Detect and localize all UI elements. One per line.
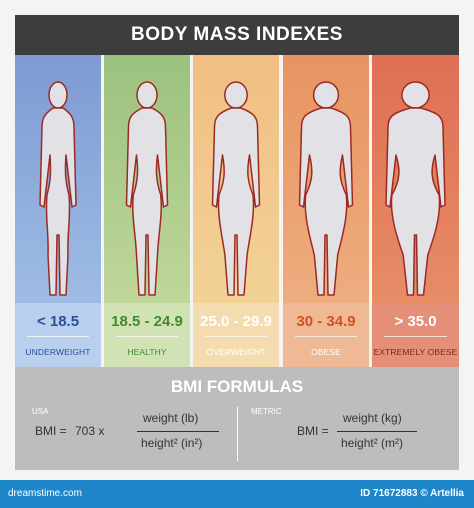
formulas-title: BMI FORMULAS — [170, 377, 304, 396]
page-title: BODY MASS INDEXES — [15, 15, 459, 55]
category-label: HEALTHY — [127, 347, 167, 357]
figure-head — [136, 81, 158, 109]
footer-site: dreamstime.com — [8, 488, 82, 499]
formula-divider — [237, 407, 238, 461]
bmi-formulas-panel: BMI FORMULAS USA METRIC BMI = 703 x weig… — [15, 367, 459, 470]
footer-bar: dreamstime.com ID 71672883 © Artellia — [0, 480, 474, 508]
category-label: UNDERWEIGHT — [25, 347, 91, 357]
category-label: OBESE — [311, 347, 341, 357]
category-band — [372, 303, 459, 367]
bmi-range: 25.0 - 29.9 — [200, 313, 272, 330]
category-obese: 30 - 34.9 OBESE — [283, 55, 369, 367]
category-label: EXTREMELY OBESE — [373, 347, 458, 357]
figure-head — [48, 81, 68, 109]
figure-head — [401, 81, 430, 109]
figure-body — [39, 107, 77, 296]
bmi-range: 30 - 34.9 — [296, 313, 356, 330]
usa-bmi-text: BMI = — [35, 424, 67, 438]
body-figure-icon — [385, 81, 446, 296]
bmi-range: < 18.5 — [36, 313, 80, 330]
usa-label: USA — [32, 407, 49, 416]
category-underweight: < 18.5 UNDERWEIGHT — [15, 55, 101, 367]
metric-denominator: height² (m²) — [341, 436, 404, 450]
category-label: OVERWEIGHT — [206, 347, 266, 357]
category-healthy: 18.5 - 24.9 HEALTHY — [104, 55, 190, 367]
figure-body — [298, 107, 354, 296]
body-figure-icon — [211, 81, 261, 296]
category-band — [104, 303, 190, 367]
metric-label: METRIC — [251, 407, 282, 416]
figure-head — [312, 81, 340, 109]
divider — [116, 336, 178, 337]
figure-body — [385, 107, 446, 296]
divider — [295, 336, 357, 337]
figure-body — [125, 107, 169, 296]
divider — [384, 336, 447, 337]
usa-fraction-line — [137, 431, 219, 432]
usa-factor-text: 703 x — [75, 424, 105, 438]
bmi-categories: < 18.5 UNDERWEIGHT 18.5 - 24.9 HEALTHY 2… — [15, 55, 459, 367]
figure-head — [224, 81, 248, 109]
bmi-range: > 35.0 — [394, 313, 437, 330]
body-figure-icon — [298, 81, 354, 296]
divider — [27, 336, 89, 337]
category-band — [283, 303, 369, 367]
category-band — [193, 303, 279, 367]
category-extremely-obese: > 35.0 EXTREMELY OBESE — [372, 55, 459, 367]
body-figure-icon — [39, 81, 77, 296]
usa-denominator: height² (in²) — [141, 436, 203, 450]
metric-fraction-line — [337, 431, 417, 432]
metric-numerator: weight (kg) — [343, 411, 402, 425]
category-overweight: 25.0 - 29.9 OVERWEIGHT — [193, 55, 279, 367]
metric-bmi-text: BMI = — [297, 424, 329, 438]
usa-numerator: weight (lb) — [143, 411, 199, 425]
category-band — [15, 303, 101, 367]
divider — [205, 336, 267, 337]
footer-id: ID 71672883 © Artellia — [360, 488, 464, 499]
figure-body — [211, 107, 261, 296]
body-figure-icon — [125, 81, 169, 296]
bmi-range: 18.5 - 24.9 — [111, 313, 183, 330]
